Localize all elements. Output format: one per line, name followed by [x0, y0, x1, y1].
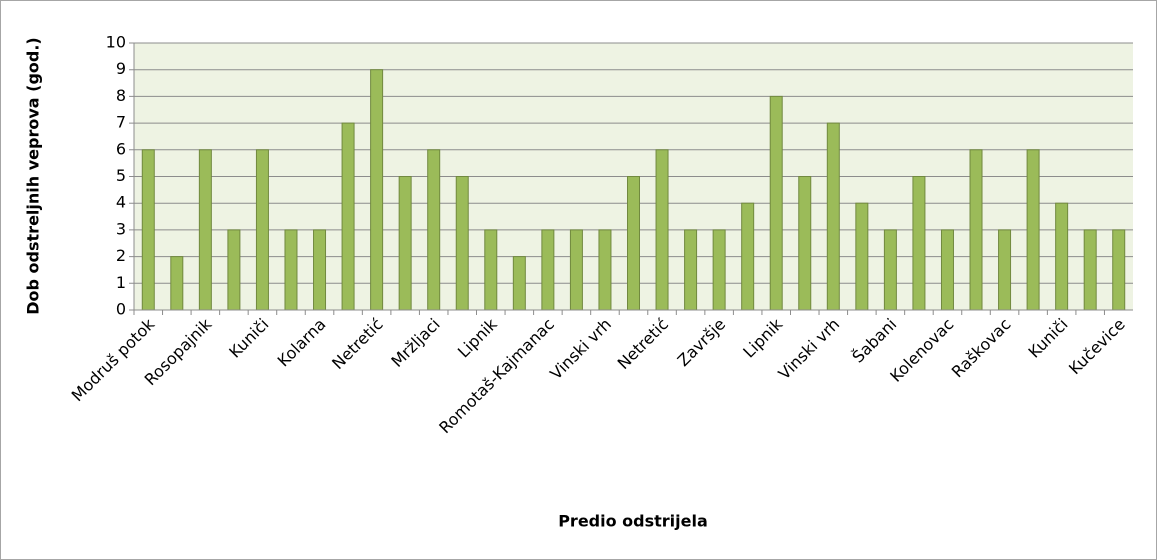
- bar: [284, 229, 298, 311]
- bar: [940, 229, 954, 311]
- bar: [484, 229, 498, 311]
- y-tick-label: 7: [116, 113, 126, 132]
- bar: [427, 149, 441, 311]
- bar: [141, 149, 155, 311]
- y-tick-label: 2: [116, 246, 126, 265]
- bar: [198, 149, 212, 311]
- bar: [598, 229, 612, 311]
- bar: [1083, 229, 1097, 311]
- bar: [341, 122, 355, 311]
- bar: [455, 176, 469, 311]
- bar: [170, 256, 184, 311]
- bar: [512, 256, 526, 311]
- bar: [655, 149, 669, 311]
- y-tick-label: 3: [116, 219, 126, 238]
- y-axis-title: Dob odstreljnih veprova (god.): [24, 37, 43, 314]
- bar: [255, 149, 269, 311]
- bar: [541, 229, 555, 311]
- bar: [712, 229, 726, 311]
- bar: [684, 229, 698, 311]
- bar: [855, 202, 869, 311]
- bar: [370, 69, 384, 311]
- bar: [569, 229, 583, 311]
- bar: [1055, 202, 1069, 311]
- bar: [998, 229, 1012, 311]
- y-tick-label: 6: [116, 139, 126, 158]
- y-tick-label: 4: [116, 193, 126, 212]
- bar: [227, 229, 241, 311]
- bar: [741, 202, 755, 311]
- y-tick-label: 10: [106, 33, 126, 52]
- bar: [826, 122, 840, 311]
- bar: [798, 176, 812, 311]
- y-tick-label: 0: [116, 300, 126, 319]
- bar: [1112, 229, 1126, 311]
- bar: [769, 95, 783, 311]
- bar: [912, 176, 926, 311]
- bar: [398, 176, 412, 311]
- x-axis-title: Predio odstrijela: [558, 512, 708, 531]
- bar: [627, 176, 640, 311]
- y-tick-label: 8: [116, 86, 126, 105]
- y-tick-label: 5: [116, 166, 126, 185]
- y-tick-label: 9: [116, 59, 126, 78]
- bar: [969, 149, 983, 311]
- bar: [1026, 149, 1040, 311]
- bar: [883, 229, 897, 311]
- y-tick-label: 1: [116, 273, 126, 292]
- bar: [313, 229, 327, 311]
